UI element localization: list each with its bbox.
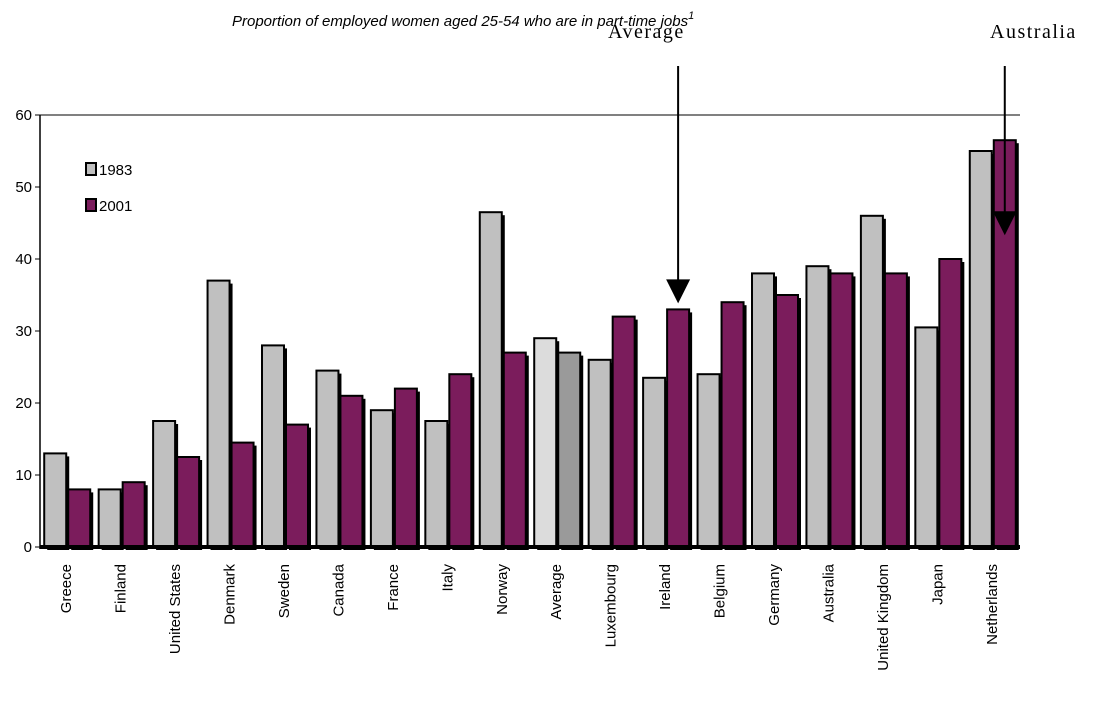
- bar-italy-1983: [424, 420, 449, 548]
- annotation-australia-label: Australia: [990, 21, 1077, 43]
- x-tick-label-sweden: Sweden: [276, 564, 293, 618]
- bar-ireland-2001: [666, 308, 691, 548]
- x-tick-label-united-kingdom: United Kingdom: [875, 564, 892, 671]
- bar-belgium-1983: [696, 373, 721, 549]
- annotation-arrow-head: [992, 211, 1017, 236]
- legend-swatch-2001: [85, 198, 97, 212]
- bar-canada-2001: [339, 394, 364, 548]
- x-tick-label-france: France: [385, 564, 402, 611]
- x-tick-label-greece: Greece: [58, 564, 75, 613]
- y-tick-label: 20: [15, 395, 32, 412]
- bar-belgium-2001: [720, 301, 745, 549]
- bar-australia-1983: [805, 265, 830, 548]
- bar-united-kingdom-1983: [859, 214, 884, 549]
- chart-title-superscript: 1: [688, 10, 694, 22]
- bar-germany-2001: [775, 294, 799, 548]
- bar-denmark-1983: [206, 279, 231, 548]
- legend-swatch-1983: [85, 162, 97, 176]
- bar-sweden-2001: [285, 423, 309, 549]
- bar-ireland-1983: [642, 376, 667, 548]
- bar-netherlands-1983: [968, 150, 993, 548]
- x-tick-label-australia: Australia: [820, 563, 837, 622]
- bar-united-kingdom-2001: [883, 272, 908, 548]
- bar-sweden-1983: [261, 344, 285, 548]
- bar-japan-2001: [938, 258, 963, 548]
- bar-luxembourg-1983: [587, 358, 612, 548]
- chart-title: Proportion of employed women aged 25-54 …: [232, 10, 694, 30]
- bar-italy-2001: [448, 373, 473, 549]
- x-tick-label-germany: Germany: [766, 564, 783, 626]
- bar-greece-2001: [67, 488, 92, 548]
- y-tick-label: 10: [15, 467, 32, 484]
- y-tick-label: 0: [24, 539, 32, 556]
- x-tick-label-finland: Finland: [113, 564, 130, 613]
- y-tick-label: 30: [15, 323, 32, 340]
- bar-germany-1983: [751, 272, 775, 548]
- x-tick-label-norway: Norway: [494, 564, 511, 615]
- bar-denmark-2001: [230, 441, 255, 549]
- legend-label-2001: 2001: [99, 198, 132, 215]
- bar-australia-2001: [829, 272, 854, 548]
- bar-united-states-1983: [152, 420, 177, 548]
- bar-greece-1983: [43, 452, 68, 548]
- bar-norway-1983: [478, 211, 503, 548]
- bar-norway-2001: [502, 351, 527, 548]
- x-tick-label-netherlands: Netherlands: [984, 564, 1001, 645]
- bar-japan-1983: [914, 326, 939, 548]
- x-tick-label-ireland: Ireland: [657, 564, 674, 610]
- legend-label-1983: 1983: [99, 162, 132, 179]
- x-tick-label-luxembourg: Luxembourg: [603, 564, 620, 647]
- x-tick-label-denmark: Denmark: [222, 564, 239, 625]
- annotation-average-label: Average: [608, 21, 685, 43]
- x-tick-label-united-states: United States: [167, 564, 184, 654]
- x-tick-label-belgium: Belgium: [712, 564, 729, 618]
- annotation-arrow-head: [666, 279, 691, 304]
- bar-france-2001: [393, 387, 418, 548]
- x-tick-label-canada: Canada: [330, 563, 347, 616]
- bar-average-2001: [557, 351, 582, 548]
- y-tick-label: 50: [15, 179, 32, 196]
- bar-average-1983: [533, 337, 558, 549]
- bar-finland-1983: [97, 488, 122, 548]
- x-tick-label-average: Average: [548, 564, 565, 620]
- bar-finland-2001: [121, 481, 146, 549]
- x-tick-label-italy: Italy: [439, 564, 456, 592]
- x-tick-label-japan: Japan: [929, 564, 946, 605]
- bar-luxembourg-2001: [611, 315, 636, 548]
- bar-canada-1983: [315, 369, 340, 548]
- bar-france-1983: [369, 409, 394, 549]
- y-tick-label: 60: [15, 107, 32, 124]
- bar-united-states-2001: [176, 456, 201, 548]
- y-tick-label: 40: [15, 251, 32, 268]
